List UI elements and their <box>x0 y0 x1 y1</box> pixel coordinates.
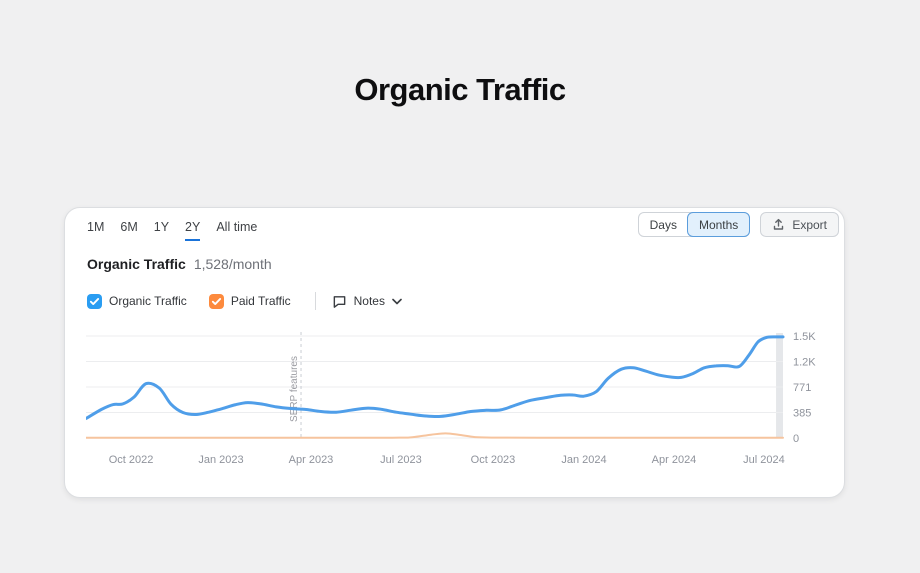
x-axis-label: Jul 2024 <box>743 454 785 466</box>
range-tab-6m[interactable]: 6M <box>120 220 138 234</box>
notes-button[interactable]: Notes <box>332 294 402 309</box>
range-tab-1m[interactable]: 1M <box>87 220 105 234</box>
range-tab-2y[interactable]: 2Y <box>185 220 201 241</box>
paid-traffic-label: Paid Traffic <box>230 294 291 308</box>
y-axis-label: 1.2K <box>793 356 816 368</box>
metric-header: Organic Traffic 1,528/month <box>87 256 272 272</box>
organic-traffic-card: 1M 6M 1Y 2Y All time Days Months Export <box>64 207 845 498</box>
x-axis-label: Apr 2024 <box>652 454 697 466</box>
notes-label: Notes <box>353 294 385 308</box>
x-axis-label: Oct 2023 <box>471 454 516 466</box>
chevron-down-icon <box>392 298 402 305</box>
traffic-chart: 0 385 771 1.2K 1.5K Oct 2022 Jan 2023 Apr 2023 J… <box>84 325 831 475</box>
organic-traffic-label: Organic Traffic <box>109 294 187 308</box>
export-label: Export <box>792 217 827 232</box>
range-tab-all-time[interactable]: All time <box>216 220 258 234</box>
legend-divider <box>314 292 316 310</box>
granularity-toggle: Days Months <box>637 212 751 237</box>
x-axis-label: Jan 2023 <box>198 454 243 466</box>
legend-item-paid[interactable]: Paid Traffic <box>208 293 291 309</box>
organic-traffic-checkbox[interactable] <box>87 293 102 309</box>
range-tab-1y[interactable]: 1Y <box>153 220 170 234</box>
toolbar-controls: Days Months Export <box>637 212 839 237</box>
y-axis-label: 385 <box>793 408 811 420</box>
range-tabs: 1M 6M 1Y 2Y All time <box>87 220 257 241</box>
x-axis-label: Apr 2023 <box>289 454 334 466</box>
metric-title: Organic Traffic <box>87 256 186 272</box>
x-axis-label: Jul 2023 <box>380 454 422 466</box>
chart-legend: Organic Traffic Paid Traffic Notes <box>87 292 402 310</box>
legend-item-organic[interactable]: Organic Traffic <box>87 293 187 309</box>
organic-traffic-line <box>84 335 785 420</box>
x-axis-label: Oct 2022 <box>109 454 154 466</box>
granularity-months-button[interactable]: Months <box>686 212 751 237</box>
export-icon <box>772 218 785 231</box>
paid-traffic-line <box>85 432 784 439</box>
y-axis-label: 771 <box>793 382 811 394</box>
metric-value: 1,528/month <box>193 256 272 272</box>
export-button[interactable]: Export <box>760 212 839 237</box>
paid-traffic-checkbox[interactable] <box>208 293 224 309</box>
x-axis-label: Jan 2024 <box>561 454 606 466</box>
y-axis-label: 0 <box>793 433 799 445</box>
serp-features-annotation: SERP features <box>289 356 300 422</box>
granularity-days-button[interactable]: Days <box>639 213 688 236</box>
current-period-band <box>776 333 783 438</box>
y-axis-label: 1.5K <box>793 331 816 343</box>
page-title: Organic Traffic <box>354 72 566 107</box>
notes-icon <box>332 294 347 309</box>
